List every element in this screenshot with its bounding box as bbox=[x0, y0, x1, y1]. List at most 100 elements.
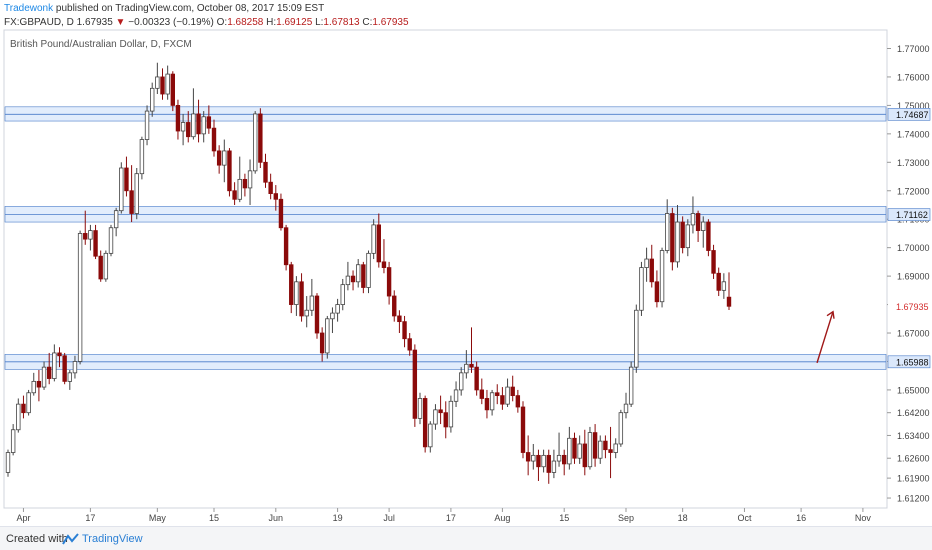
candle-body bbox=[124, 167, 129, 192]
candle bbox=[314, 293, 320, 339]
candle-body bbox=[299, 281, 304, 317]
candle bbox=[541, 449, 546, 473]
candle-body bbox=[392, 295, 397, 317]
candle bbox=[108, 224, 114, 257]
candle-body bbox=[438, 409, 443, 414]
candle-body bbox=[165, 73, 170, 95]
candle bbox=[88, 224, 93, 251]
candle-body bbox=[26, 392, 31, 414]
candle-body bbox=[57, 352, 62, 357]
candle bbox=[582, 429, 587, 476]
y-tick-label: 1.74000 bbox=[897, 129, 930, 139]
candle-body bbox=[304, 309, 309, 317]
candle-body bbox=[350, 275, 356, 283]
price-chart[interactable]: British Pound/Australian Dollar, D, FXCM… bbox=[0, 0, 932, 526]
candle bbox=[62, 352, 67, 385]
candle bbox=[129, 165, 134, 223]
last-price-label: 1.67935 bbox=[896, 302, 929, 312]
candle-body bbox=[77, 233, 83, 362]
candle-body bbox=[366, 252, 371, 288]
candle bbox=[350, 270, 356, 291]
candle bbox=[376, 213, 381, 268]
last-price: 1.67935 bbox=[76, 17, 113, 28]
candle-body bbox=[211, 127, 217, 152]
candle-body bbox=[98, 255, 103, 280]
candle bbox=[119, 162, 124, 214]
candle-body bbox=[443, 412, 448, 428]
candle bbox=[623, 392, 629, 419]
candle bbox=[186, 111, 191, 143]
zone-price-tag bbox=[887, 208, 931, 221]
candle-body bbox=[263, 161, 268, 183]
y-tick-label: 1.63400 bbox=[897, 431, 930, 441]
candle-body bbox=[608, 449, 613, 453]
candle-body bbox=[639, 267, 644, 311]
candle-body bbox=[258, 113, 263, 163]
candle bbox=[134, 167, 139, 220]
candle bbox=[458, 367, 464, 396]
candle bbox=[330, 307, 335, 334]
time-axis[interactable]: Apr 17 May 15 Jun 19 Jul 17 Aug 15 Sep 18 Oct 16 Nov bbox=[16, 508, 871, 523]
trend-arrow bbox=[816, 310, 835, 364]
candle bbox=[72, 355, 78, 379]
candle-body bbox=[500, 395, 505, 405]
candle-body bbox=[510, 386, 515, 397]
author-name[interactable]: Tradewonk bbox=[4, 3, 54, 14]
candle-body bbox=[659, 250, 665, 303]
candle bbox=[495, 384, 500, 405]
candle bbox=[675, 204, 680, 268]
y-tick-label: 1.65000 bbox=[897, 385, 930, 395]
candle-body bbox=[314, 295, 320, 334]
candle bbox=[556, 432, 562, 467]
candle bbox=[340, 278, 345, 311]
tradingview-logo-icon[interactable] bbox=[62, 532, 80, 546]
candle-body bbox=[5, 452, 11, 473]
tradingview-brand[interactable]: TradingView bbox=[82, 533, 143, 545]
candle bbox=[433, 404, 438, 430]
candle-body bbox=[10, 429, 16, 453]
candle-body bbox=[680, 221, 685, 249]
candle-body bbox=[227, 150, 232, 192]
candle bbox=[309, 278, 315, 316]
candle-body bbox=[119, 167, 124, 212]
candle bbox=[355, 259, 361, 288]
candle bbox=[52, 344, 57, 382]
candle bbox=[268, 173, 273, 200]
candle-body bbox=[397, 315, 402, 323]
candle bbox=[572, 432, 577, 464]
support-resistance-zones bbox=[4, 106, 887, 370]
candle-body bbox=[628, 366, 634, 405]
candle-body bbox=[134, 173, 139, 214]
candle-body bbox=[149, 87, 155, 112]
x-tick-label: Sep bbox=[618, 513, 634, 523]
candle-body bbox=[108, 227, 114, 254]
candle-body bbox=[417, 398, 423, 419]
candle-body bbox=[16, 403, 21, 431]
candle-body bbox=[618, 412, 624, 445]
candle-body bbox=[592, 432, 598, 459]
y-tick-label: 1.76000 bbox=[897, 72, 930, 82]
candle-body bbox=[175, 104, 181, 132]
candle-body bbox=[144, 110, 150, 140]
candle bbox=[361, 261, 366, 294]
candle-body bbox=[113, 210, 119, 229]
candle-body bbox=[515, 395, 521, 408]
candle bbox=[242, 173, 248, 197]
candle-body bbox=[319, 332, 325, 354]
candle-body bbox=[371, 224, 376, 254]
candle-body bbox=[232, 190, 237, 200]
candle bbox=[206, 105, 212, 134]
candle-body bbox=[685, 224, 690, 249]
candle-body bbox=[474, 366, 479, 391]
zone-price-label: 1.74687 bbox=[896, 110, 929, 120]
y-tick-label: 1.67000 bbox=[897, 329, 930, 339]
candle-body bbox=[340, 284, 345, 305]
candle-body bbox=[582, 443, 587, 468]
candle-body bbox=[670, 213, 675, 263]
candle bbox=[175, 99, 181, 140]
low-value: 1.67813 bbox=[323, 17, 360, 28]
candle-body bbox=[649, 258, 654, 283]
candle-body bbox=[505, 386, 510, 405]
candle-body bbox=[726, 296, 732, 307]
candle-body bbox=[598, 440, 603, 459]
